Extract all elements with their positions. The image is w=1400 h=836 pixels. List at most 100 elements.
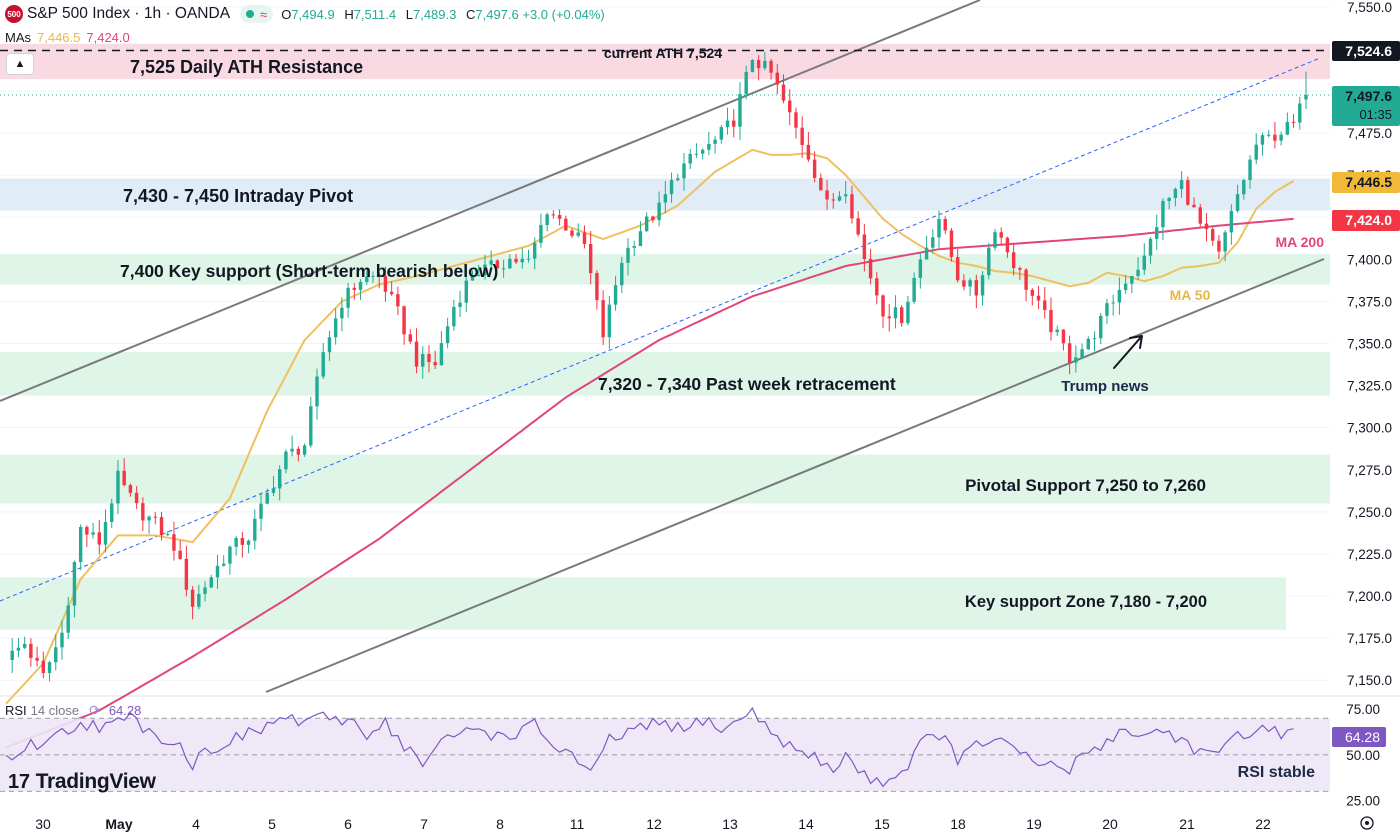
candle-body (271, 488, 276, 493)
candle-body (128, 485, 133, 493)
ohlc-values: O7,494.9 H7,511.4 L7,489.3 C7,497.6 +3.0… (281, 7, 611, 22)
high-value: 7,511.4 (353, 6, 397, 22)
ma200-line (5, 217, 1294, 749)
candle-body (644, 216, 649, 232)
candle-body (1186, 180, 1190, 205)
candle-body (1161, 201, 1165, 228)
candle-body (166, 534, 170, 536)
candle-body (769, 60, 773, 73)
candle-body (1223, 232, 1227, 252)
candle-body (203, 587, 207, 594)
candle-body (1217, 240, 1221, 252)
y-tick-label: 7,300.0 (1347, 421, 1392, 436)
candle-body (968, 280, 972, 287)
candle-body (1111, 302, 1115, 304)
candle-body (657, 202, 661, 221)
candle-body (396, 294, 400, 307)
candle-body (134, 492, 139, 504)
symbol-title[interactable]: S&P 500 Index · 1h · OANDA (27, 5, 231, 22)
rsi-line (5, 706, 1294, 788)
zone-label: 7,430 - 7,450 Intraday Pivot (123, 186, 353, 206)
candle-body (1167, 197, 1171, 202)
candle-body (377, 275, 381, 277)
candle-body (116, 470, 120, 504)
close-key: C (465, 6, 476, 22)
candle-body (912, 277, 916, 302)
y-tick-label: 7,475.0 (1347, 126, 1392, 141)
candle-body (309, 406, 313, 446)
candle-body (1279, 134, 1283, 141)
candle-body (993, 232, 997, 248)
candle-body (937, 218, 941, 238)
candle-body (557, 215, 562, 219)
price-tag-ma200 (1332, 210, 1400, 231)
collapse-legend-button[interactable]: ▲ (6, 53, 34, 75)
ath-annotation: current ATH 7,524 (604, 45, 722, 61)
candle-body (812, 159, 817, 178)
candle-body (72, 562, 77, 606)
refresh-icon[interactable]: ⟳ (89, 702, 101, 718)
candle-body (520, 258, 524, 263)
x-tick-label: 13 (722, 816, 738, 832)
price-tag-last (1332, 86, 1400, 126)
candle-body (694, 153, 699, 155)
x-tick-label: 20 (1102, 816, 1118, 832)
candle-body (433, 362, 437, 366)
candle-body (918, 259, 923, 278)
candle-body (613, 285, 618, 305)
candle-body (1229, 210, 1234, 233)
zone-band (0, 351, 1330, 396)
candle-body (539, 225, 543, 243)
candle-body (47, 662, 52, 674)
candle-body (601, 300, 605, 338)
candle-body (470, 275, 475, 281)
market-status-pill[interactable]: ≈ (240, 5, 274, 23)
candle-body (1036, 295, 1041, 301)
candle-body (1067, 343, 1072, 363)
candle-body (1204, 223, 1209, 230)
candle-body (1130, 276, 1134, 284)
candle-body (775, 72, 780, 85)
price-tag-ath-value: 7,524.6 (1345, 43, 1392, 59)
candle-body (719, 127, 724, 140)
candle-body (464, 280, 468, 303)
candle-body (899, 307, 904, 324)
candle-body (1210, 229, 1215, 241)
y-tick-label: 7,350.0 (1347, 336, 1392, 351)
rsi-value-tag (1332, 727, 1386, 747)
wave-icon: ≈ (260, 6, 268, 22)
candle-body (1011, 252, 1016, 269)
moving-averages (5, 148, 1295, 749)
candle-body (489, 260, 493, 265)
candle-body (931, 237, 935, 248)
candle-body (1086, 338, 1091, 350)
zone-label: Pivotal Support 7,250 to 7,260 (965, 476, 1206, 495)
candle-body (545, 214, 549, 226)
x-tick-label: 8 (496, 816, 504, 832)
candle-body (682, 163, 686, 179)
candle-body (66, 605, 70, 633)
candle-body (725, 120, 730, 128)
x-tick-label: 11 (570, 816, 585, 832)
candle-body (1043, 300, 1047, 311)
y-tick-label: 7,275.0 (1347, 463, 1392, 478)
candle-body (508, 258, 512, 269)
candle-body (290, 448, 294, 452)
candle-body (1304, 94, 1308, 100)
settings-gear-icon (1360, 816, 1374, 830)
candle-body (1080, 349, 1084, 358)
candle-body (514, 258, 518, 263)
candle-body (10, 650, 14, 661)
rsi-pane: RSI stable (0, 706, 1330, 792)
channel-midline (0, 57, 1321, 602)
rsi-legend[interactable]: RSI 14 close ⟳ 64.28 (5, 702, 141, 719)
ma-legend[interactable]: MAs 7,446.5 7,424.0 (5, 30, 130, 45)
candle-body (1092, 338, 1097, 340)
candle-body (595, 273, 599, 301)
candle-body (91, 532, 95, 535)
candle-body (887, 316, 891, 319)
ma50-annotation: MA 50 (1170, 287, 1211, 303)
candle-body (60, 632, 64, 648)
chevron-up-icon: ▲ (14, 58, 26, 70)
